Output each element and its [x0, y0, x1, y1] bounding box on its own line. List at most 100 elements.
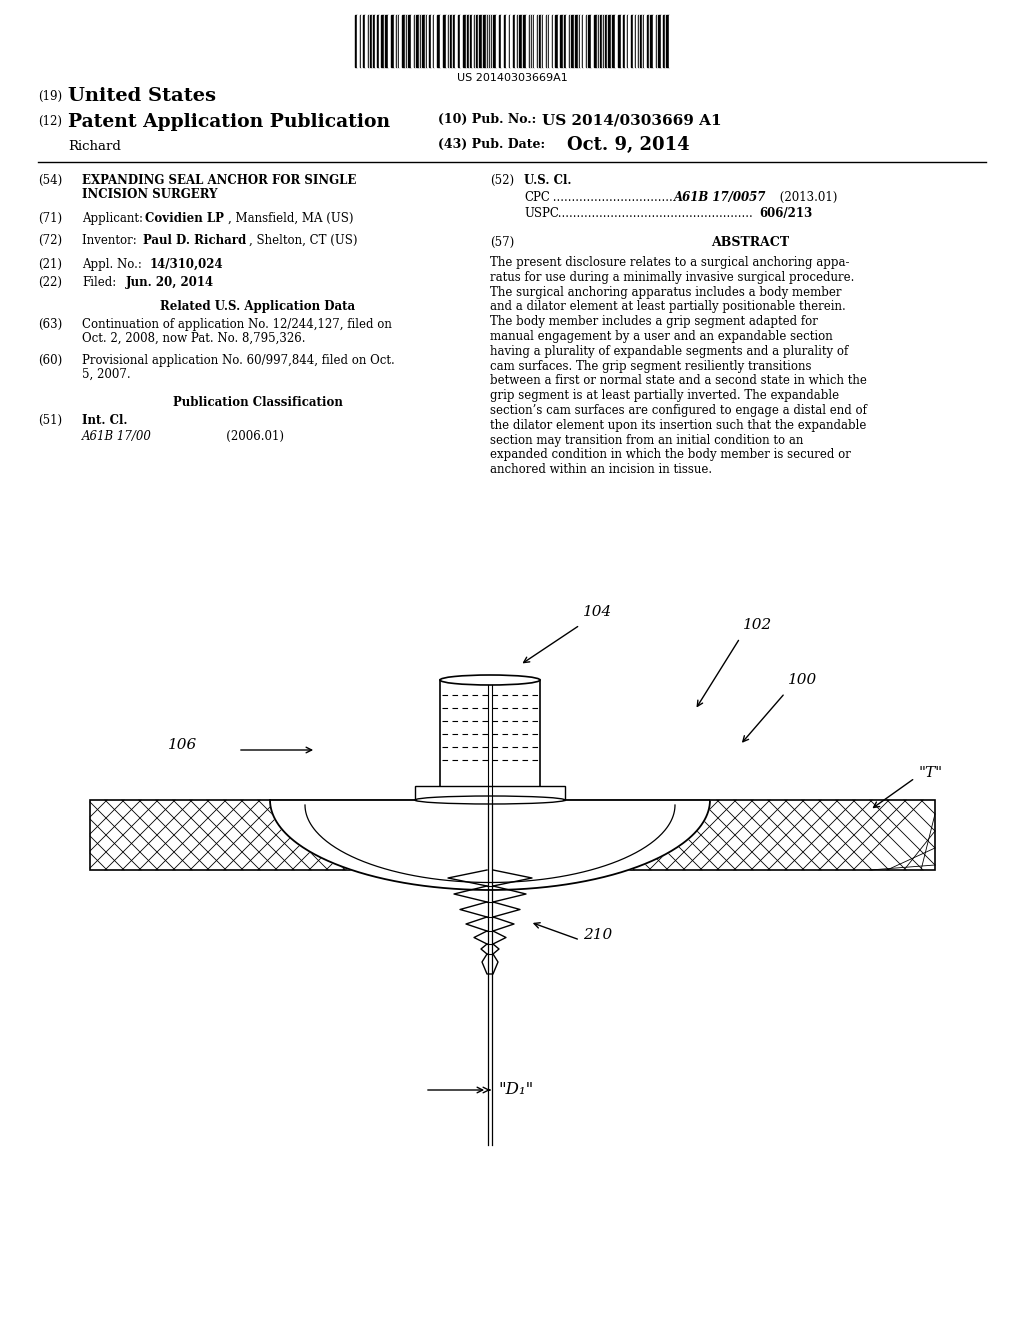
Text: (51): (51)	[38, 414, 62, 426]
Bar	[458, 15, 460, 67]
Bar	[663, 15, 665, 67]
Text: section’s cam surfaces are configured to engage a distal end of: section’s cam surfaces are configured to…	[490, 404, 867, 417]
Bar	[499, 15, 501, 67]
Bar	[460, 15, 463, 67]
Bar	[496, 15, 499, 67]
Text: manual engagement by a user and an expandable section: manual engagement by a user and an expan…	[490, 330, 833, 343]
Bar	[526, 15, 529, 67]
Bar	[411, 15, 414, 67]
Text: Oct. 9, 2014: Oct. 9, 2014	[567, 136, 689, 154]
Bar	[662, 15, 663, 67]
Bar	[355, 15, 357, 67]
Bar	[631, 15, 633, 67]
Bar	[553, 15, 555, 67]
Bar	[450, 15, 452, 67]
Text: A61B 17/00: A61B 17/00	[82, 430, 152, 444]
Bar	[523, 15, 526, 67]
Bar	[513, 15, 515, 67]
Text: Provisional application No. 60/997,844, filed on Oct.: Provisional application No. 60/997,844, …	[82, 354, 394, 367]
Text: Oct. 2, 2008, now Pat. No. 8,795,326.: Oct. 2, 2008, now Pat. No. 8,795,326.	[82, 333, 305, 345]
Bar	[580, 15, 582, 67]
Text: anchored within an incision in tissue.: anchored within an incision in tissue.	[490, 463, 712, 477]
Text: Applicant:: Applicant:	[82, 213, 146, 224]
Text: 102: 102	[743, 618, 772, 632]
Bar	[446, 15, 449, 67]
Text: expanded condition in which the body member is secured or: expanded condition in which the body mem…	[490, 449, 851, 462]
Text: (54): (54)	[38, 174, 62, 187]
Bar	[549, 15, 552, 67]
Bar	[472, 15, 474, 67]
Bar	[440, 15, 443, 67]
Text: (10) Pub. No.:: (10) Pub. No.:	[438, 114, 545, 125]
Polygon shape	[270, 800, 710, 890]
Bar	[605, 15, 607, 67]
Bar	[571, 15, 574, 67]
Bar	[504, 15, 506, 67]
Bar	[476, 15, 478, 67]
Bar	[653, 15, 656, 67]
Bar	[628, 15, 631, 67]
Bar	[575, 15, 578, 67]
Bar	[470, 15, 472, 67]
Bar	[558, 15, 560, 67]
Text: U.S. Cl.: U.S. Cl.	[524, 174, 571, 187]
Bar	[640, 15, 642, 67]
Text: ratus for use during a minimally invasive surgical procedure.: ratus for use during a minimally invasiv…	[490, 271, 854, 284]
Bar	[381, 15, 384, 67]
Bar	[594, 15, 597, 67]
Bar	[388, 15, 391, 67]
Text: (21): (21)	[38, 257, 62, 271]
Text: 106: 106	[168, 738, 198, 752]
Bar	[510, 15, 513, 67]
Text: (72): (72)	[38, 234, 62, 247]
Text: Paul D. Richard: Paul D. Richard	[143, 234, 246, 247]
Text: Publication Classification: Publication Classification	[173, 396, 343, 409]
Bar	[539, 15, 541, 67]
Bar	[361, 15, 362, 67]
Text: 104: 104	[583, 605, 612, 619]
Text: between a first or normal state and a second state in which the: between a first or normal state and a se…	[490, 375, 867, 387]
Ellipse shape	[415, 796, 565, 804]
Text: 606/213: 606/213	[759, 207, 812, 220]
Bar	[90, 800, 935, 870]
Bar	[453, 15, 455, 67]
Bar	[636, 15, 638, 67]
Text: 210: 210	[583, 928, 612, 942]
Bar	[583, 15, 586, 67]
Bar	[467, 15, 469, 67]
Bar	[455, 15, 458, 67]
Bar	[357, 15, 360, 67]
Bar	[506, 15, 509, 67]
Bar	[519, 15, 522, 67]
Text: Patent Application Publication: Patent Application Publication	[68, 114, 390, 131]
Bar	[377, 15, 379, 67]
Text: ................................: ................................	[549, 191, 673, 205]
Text: Int. Cl.: Int. Cl.	[82, 414, 128, 426]
Bar	[443, 15, 446, 67]
Text: Appl. No.:: Appl. No.:	[82, 257, 142, 271]
Bar	[650, 15, 653, 67]
Text: ABSTRACT: ABSTRACT	[711, 236, 790, 249]
Text: , Shelton, CT (US): , Shelton, CT (US)	[249, 234, 357, 247]
Bar	[416, 15, 419, 67]
Bar	[612, 15, 615, 67]
Text: The body member includes a grip segment adapted for: The body member includes a grip segment …	[490, 315, 818, 329]
Text: The surgical anchoring apparatus includes a body member: The surgical anchoring apparatus include…	[490, 285, 842, 298]
Bar	[385, 15, 388, 67]
Bar	[422, 15, 425, 67]
Bar	[608, 15, 611, 67]
Text: , Mansfield, MA (US): , Mansfield, MA (US)	[228, 213, 353, 224]
Text: (71): (71)	[38, 213, 62, 224]
Bar	[644, 15, 647, 67]
Text: "D₁": "D₁"	[498, 1081, 534, 1098]
Bar	[658, 15, 662, 67]
Text: 5, 2007.: 5, 2007.	[82, 368, 131, 381]
Text: section may transition from an initial condition to an: section may transition from an initial c…	[490, 433, 804, 446]
Bar	[408, 15, 411, 67]
Bar	[463, 15, 466, 67]
Text: 14/310,024: 14/310,024	[150, 257, 223, 271]
Bar	[365, 15, 368, 67]
Text: INCISION SURGERY: INCISION SURGERY	[82, 187, 217, 201]
Bar	[373, 15, 375, 67]
Text: Richard: Richard	[68, 140, 121, 153]
